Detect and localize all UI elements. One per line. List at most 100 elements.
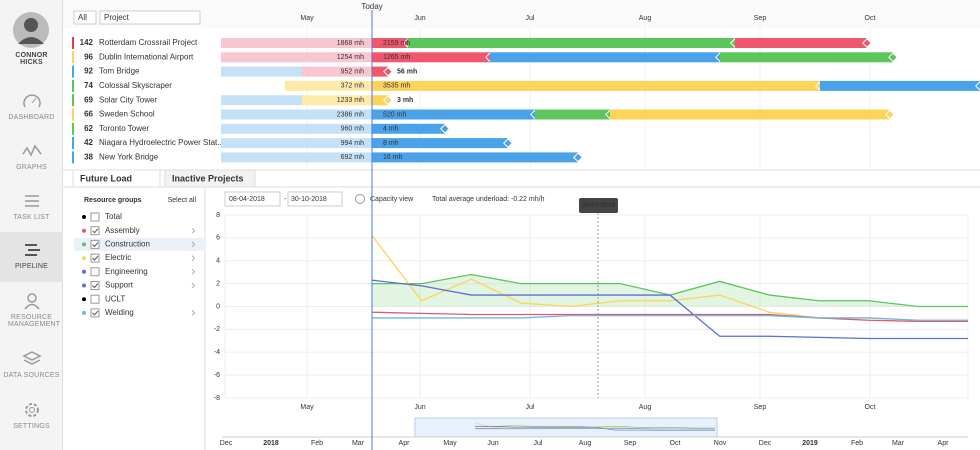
- checkbox[interactable]: [90, 226, 100, 236]
- project-name[interactable]: Rotterdam Crossrail Project: [99, 38, 198, 47]
- past-hours: 1233 mh: [337, 97, 364, 104]
- y-tick-label: 2: [216, 280, 220, 287]
- check: [92, 228, 99, 234]
- past-hours: 1254 mh: [337, 54, 364, 61]
- checkbox[interactable]: [90, 308, 100, 318]
- future-hours: 520 mh: [383, 111, 406, 118]
- month-label: May: [300, 15, 314, 22]
- nav-label: GRAPHS: [16, 164, 47, 171]
- nav-item[interactable]: TASK LIST: [0, 192, 63, 221]
- groups-title: Resource groups: [84, 197, 142, 204]
- project-name[interactable]: Toronto Tower: [99, 124, 149, 133]
- project-color: [72, 151, 74, 164]
- past-bar: [221, 52, 372, 63]
- future-bar: [372, 95, 388, 106]
- group-name: Welding: [105, 308, 134, 317]
- project-id: 42: [84, 138, 93, 147]
- date-from-text: 08-04-2018: [229, 196, 265, 203]
- minimap-line: [474, 425, 715, 431]
- past-bar: [221, 66, 302, 77]
- checkbox[interactable]: [90, 294, 100, 304]
- y-tick-label: 8: [216, 212, 220, 219]
- future-bar: [372, 52, 490, 63]
- date-from[interactable]: [224, 191, 281, 207]
- project-name[interactable]: Solar City Tower: [99, 95, 157, 104]
- project-name[interactable]: Dublin International Airport: [99, 52, 194, 61]
- past-hours: 372 mh: [341, 83, 364, 90]
- minimap-label: 2019: [802, 440, 818, 447]
- project-color: [72, 122, 74, 135]
- minimap-label: Oct: [670, 440, 681, 447]
- nav-label: DASHBOARD: [8, 114, 55, 121]
- project-name[interactable]: Tom Bridge: [99, 67, 140, 76]
- future-bar: [735, 38, 867, 48]
- project-name[interactable]: Niagara Hydroelectric Power Stat...: [99, 138, 224, 147]
- nav-item[interactable]: RESOURCE MANAGEMENT: [0, 292, 63, 328]
- minimap-label: Nov: [714, 440, 727, 447]
- minimap-label: Aug: [579, 440, 592, 447]
- group-name: Engineering: [105, 267, 148, 276]
- milestone: [383, 66, 393, 77]
- check: [92, 242, 99, 248]
- past-bar: [221, 123, 302, 134]
- future-hours: 56 mh: [397, 68, 417, 75]
- nav-item[interactable]: DASHBOARD: [0, 92, 63, 121]
- project-name[interactable]: Colossal Skyscraper: [99, 81, 172, 90]
- minimap-label: 2018: [263, 440, 279, 447]
- series-area: [372, 274, 968, 307]
- group-name: Construction: [105, 240, 150, 249]
- past-hours: 1868 mh: [337, 40, 364, 47]
- y-tick-label: 4: [216, 258, 220, 265]
- checkbox[interactable]: [90, 239, 100, 249]
- future-bar: [372, 123, 445, 134]
- radio[interactable]: [355, 194, 365, 204]
- y-tick-label: -2: [214, 326, 220, 333]
- y-tick-label: -4: [214, 349, 220, 356]
- past-bar: [302, 152, 372, 163]
- project-name[interactable]: New York Bridge: [99, 153, 159, 162]
- nav-label: DATA SOURCES: [3, 372, 60, 379]
- future-hours: 3535 mh: [383, 83, 410, 90]
- project-id: 96: [84, 52, 93, 61]
- checkbox[interactable]: [90, 253, 100, 263]
- milestone: [440, 123, 450, 134]
- minimap-label: May: [443, 440, 457, 447]
- future-bar: [372, 109, 535, 120]
- nav-item[interactable]: SETTINGS: [0, 401, 63, 430]
- future-hours: 2159 mh: [383, 40, 410, 47]
- date-to[interactable]: [287, 191, 343, 207]
- project-id: 74: [84, 81, 93, 90]
- x-tick-label: Jul: [526, 404, 535, 411]
- checkbox[interactable]: [90, 212, 100, 222]
- project-id: 92: [84, 67, 93, 76]
- month-label: Sep: [754, 15, 767, 22]
- nav-item[interactable]: DATA SOURCES: [0, 350, 63, 379]
- nav-item[interactable]: GRAPHS: [0, 142, 63, 171]
- chevron: [191, 241, 196, 248]
- chevron: [191, 268, 196, 275]
- future-bar: [490, 52, 720, 63]
- sidebar: CONNOR HICKS DASHBOARD GRAPHS TASK LIST …: [0, 0, 63, 450]
- milestone: [862, 38, 872, 48]
- past-bar: [302, 123, 372, 134]
- nav-item-active[interactable]: PIPELINE: [0, 232, 63, 282]
- group-color: [82, 242, 86, 247]
- project-color: [72, 137, 74, 150]
- checkbox[interactable]: [90, 267, 100, 277]
- future-bar: [720, 52, 893, 63]
- filter-project[interactable]: [99, 10, 201, 25]
- avatar: [13, 12, 49, 48]
- project-name[interactable]: Sweden School: [99, 110, 155, 119]
- future-bar: [372, 38, 408, 48]
- x-tick-label: May: [300, 404, 314, 411]
- filter-all[interactable]: [73, 10, 97, 25]
- future-hours: 8 mh: [383, 140, 399, 147]
- select-all[interactable]: Select all: [168, 197, 197, 204]
- month-label: Jul: [526, 15, 535, 22]
- checkbox[interactable]: [90, 281, 100, 290]
- project-color: [72, 94, 74, 107]
- future-bar: [820, 80, 980, 91]
- milestone: [888, 52, 898, 63]
